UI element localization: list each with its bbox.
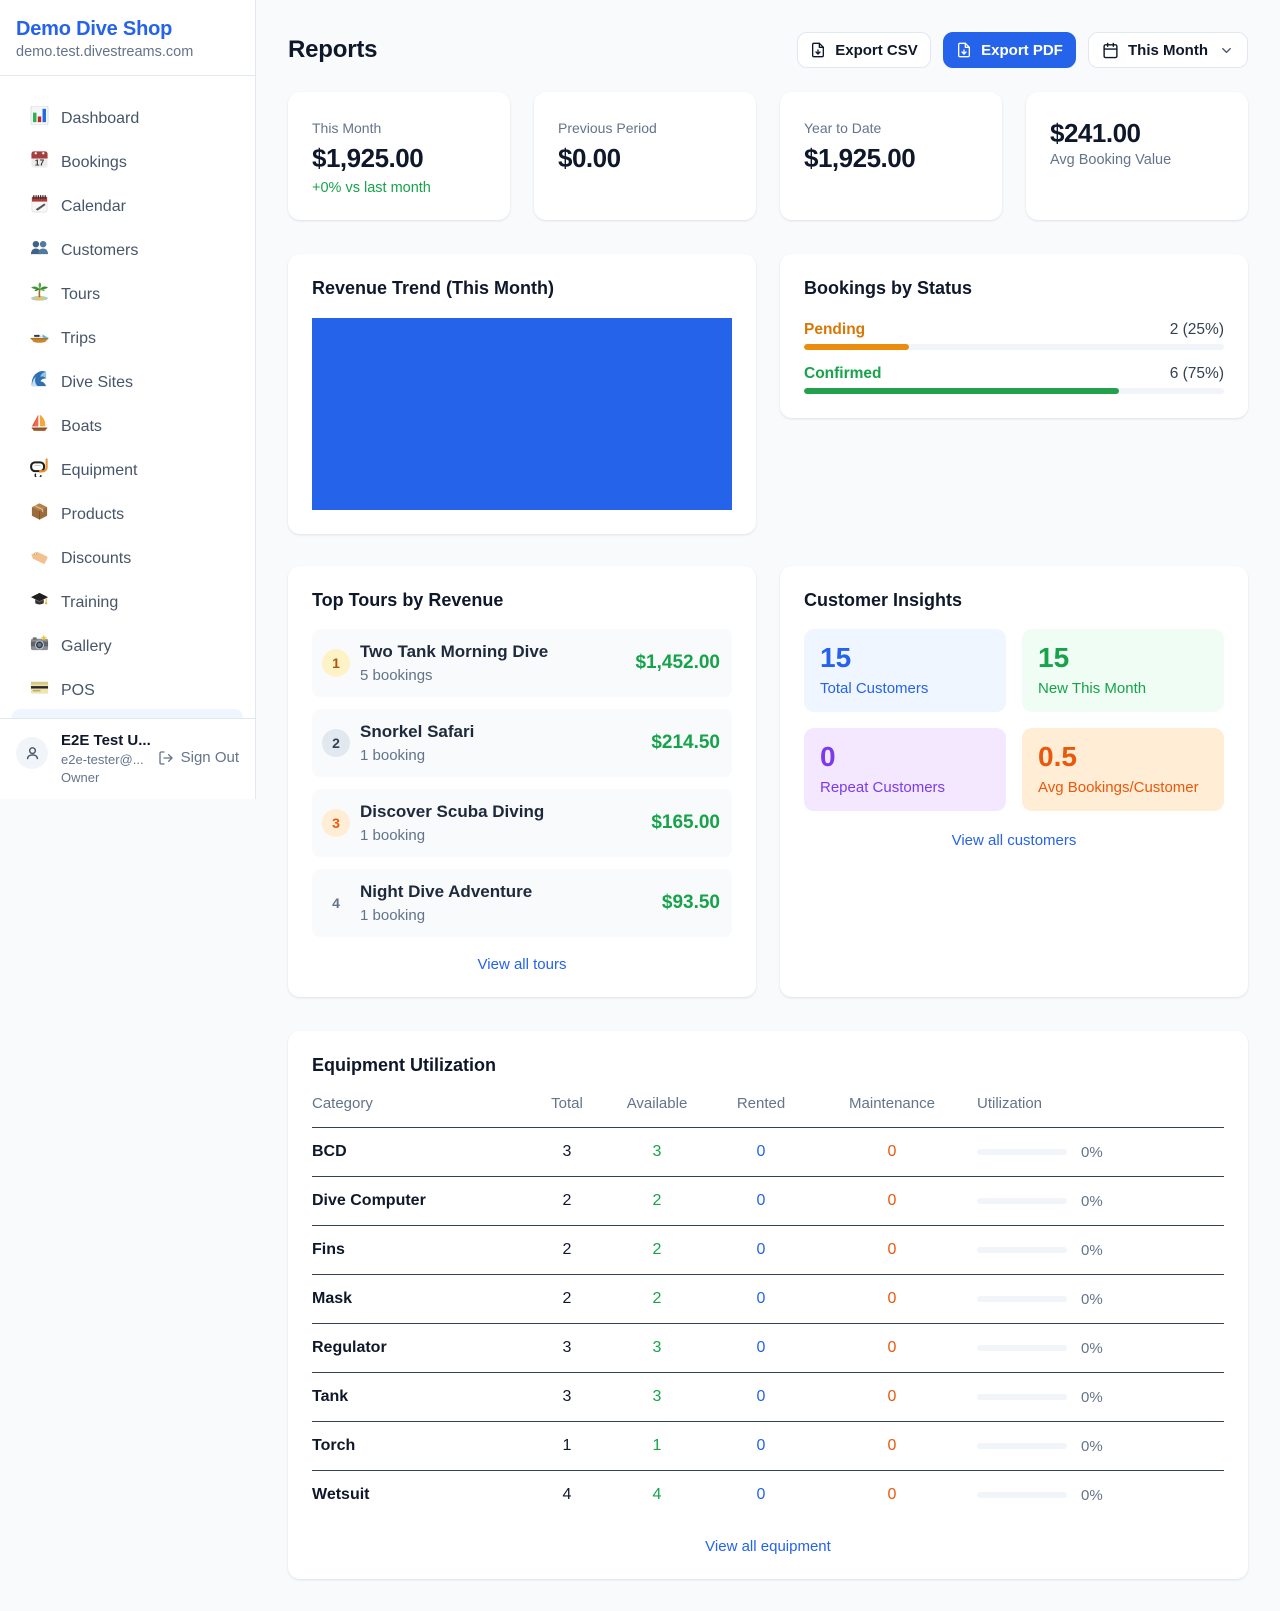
svg-text:17: 17 (35, 157, 45, 167)
